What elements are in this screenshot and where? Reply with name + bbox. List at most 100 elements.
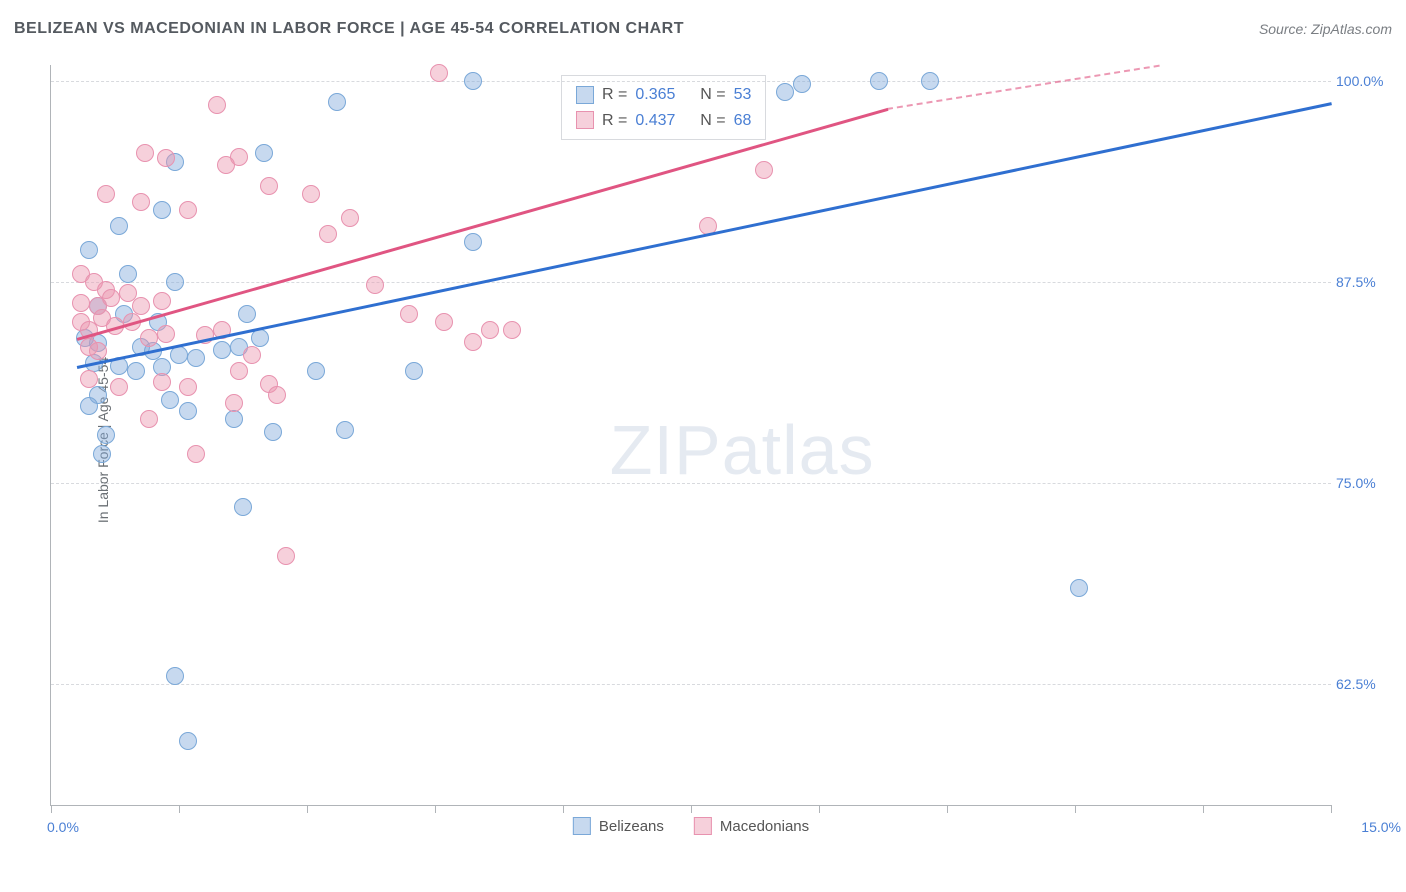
x-max-label: 15.0% — [1361, 819, 1401, 835]
data-point — [307, 362, 325, 380]
data-point — [179, 402, 197, 420]
data-point — [157, 325, 175, 343]
n-value-macedonians: 68 — [734, 108, 752, 134]
n-label: N = — [700, 108, 725, 134]
legend-swatch-macedonians — [694, 817, 712, 835]
data-point — [251, 329, 269, 347]
data-point — [405, 362, 423, 380]
x-tick — [435, 805, 436, 813]
data-point — [110, 217, 128, 235]
data-point — [132, 193, 150, 211]
swatch-belizeans — [576, 86, 594, 104]
x-tick — [179, 805, 180, 813]
y-tick-label: 75.0% — [1336, 475, 1396, 491]
stats-row-belizeans: R = 0.365 N = 53 — [576, 82, 751, 108]
data-point — [119, 265, 137, 283]
data-point — [225, 394, 243, 412]
data-point — [93, 445, 111, 463]
chart-title: BELIZEAN VS MACEDONIAN IN LABOR FORCE | … — [14, 20, 684, 38]
data-point — [503, 321, 521, 339]
legend-label-belizeans: Belizeans — [599, 818, 664, 835]
data-point — [366, 276, 384, 294]
data-point — [80, 397, 98, 415]
data-point — [166, 667, 184, 685]
data-point — [213, 341, 231, 359]
data-point — [1070, 579, 1088, 597]
data-point — [153, 292, 171, 310]
swatch-macedonians — [576, 111, 594, 129]
data-point — [464, 72, 482, 90]
chart-container: In Labor Force | Age 45-54 ZIPatlas R = … — [50, 55, 1330, 825]
data-point — [140, 410, 158, 428]
data-point — [776, 83, 794, 101]
data-point — [400, 305, 418, 323]
data-point — [268, 386, 286, 404]
x-tick — [1203, 805, 1204, 813]
data-point — [255, 144, 273, 162]
data-point — [217, 156, 235, 174]
data-point — [127, 362, 145, 380]
x-tick — [1075, 805, 1076, 813]
legend-swatch-belizeans — [573, 817, 591, 835]
data-point — [481, 321, 499, 339]
data-point — [225, 410, 243, 428]
n-label: N = — [700, 82, 725, 108]
legend: Belizeans Macedonians — [573, 817, 809, 835]
data-point — [187, 349, 205, 367]
data-point — [755, 161, 773, 179]
x-min-label: 0.0% — [47, 819, 79, 835]
data-point — [328, 93, 346, 111]
y-tick-label: 87.5% — [1336, 274, 1396, 290]
y-tick-label: 62.5% — [1336, 676, 1396, 692]
data-point — [234, 498, 252, 516]
data-point — [435, 313, 453, 331]
data-point — [157, 149, 175, 167]
n-value-belizeans: 53 — [734, 82, 752, 108]
data-point — [341, 209, 359, 227]
data-point — [166, 273, 184, 291]
data-point — [464, 233, 482, 251]
data-point — [80, 241, 98, 259]
data-point — [179, 378, 197, 396]
data-point — [336, 421, 354, 439]
watermark-zip: ZIP — [610, 411, 722, 489]
data-point — [72, 294, 90, 312]
r-value-belizeans: 0.365 — [635, 82, 675, 108]
data-point — [179, 201, 197, 219]
plot-area: ZIPatlas R = 0.365 N = 53 R = 0.437 N = … — [50, 65, 1331, 806]
x-tick — [563, 805, 564, 813]
data-point — [230, 362, 248, 380]
data-point — [161, 391, 179, 409]
data-point — [277, 547, 295, 565]
source-attribution: Source: ZipAtlas.com — [1259, 21, 1392, 37]
stats-row-macedonians: R = 0.437 N = 68 — [576, 108, 751, 134]
watermark: ZIPatlas — [610, 410, 875, 490]
data-point — [187, 445, 205, 463]
trend-line — [76, 102, 1331, 368]
data-point — [97, 426, 115, 444]
gridline — [51, 81, 1331, 82]
stats-box: R = 0.365 N = 53 R = 0.437 N = 68 — [561, 75, 766, 140]
data-point — [870, 72, 888, 90]
data-point — [208, 96, 226, 114]
gridline — [51, 684, 1331, 685]
r-value-macedonians: 0.437 — [635, 108, 675, 134]
data-point — [102, 289, 120, 307]
trend-line — [76, 108, 887, 340]
r-label: R = — [602, 82, 627, 108]
data-point — [110, 378, 128, 396]
data-point — [80, 370, 98, 388]
gridline — [51, 282, 1331, 283]
data-point — [430, 64, 448, 82]
data-point — [243, 346, 261, 364]
data-point — [132, 297, 150, 315]
r-label: R = — [602, 108, 627, 134]
data-point — [136, 144, 154, 162]
legend-item-macedonians: Macedonians — [694, 817, 809, 835]
data-point — [319, 225, 337, 243]
data-point — [921, 72, 939, 90]
data-point — [793, 75, 811, 93]
legend-label-macedonians: Macedonians — [720, 818, 809, 835]
data-point — [153, 373, 171, 391]
y-tick-label: 100.0% — [1336, 73, 1396, 89]
